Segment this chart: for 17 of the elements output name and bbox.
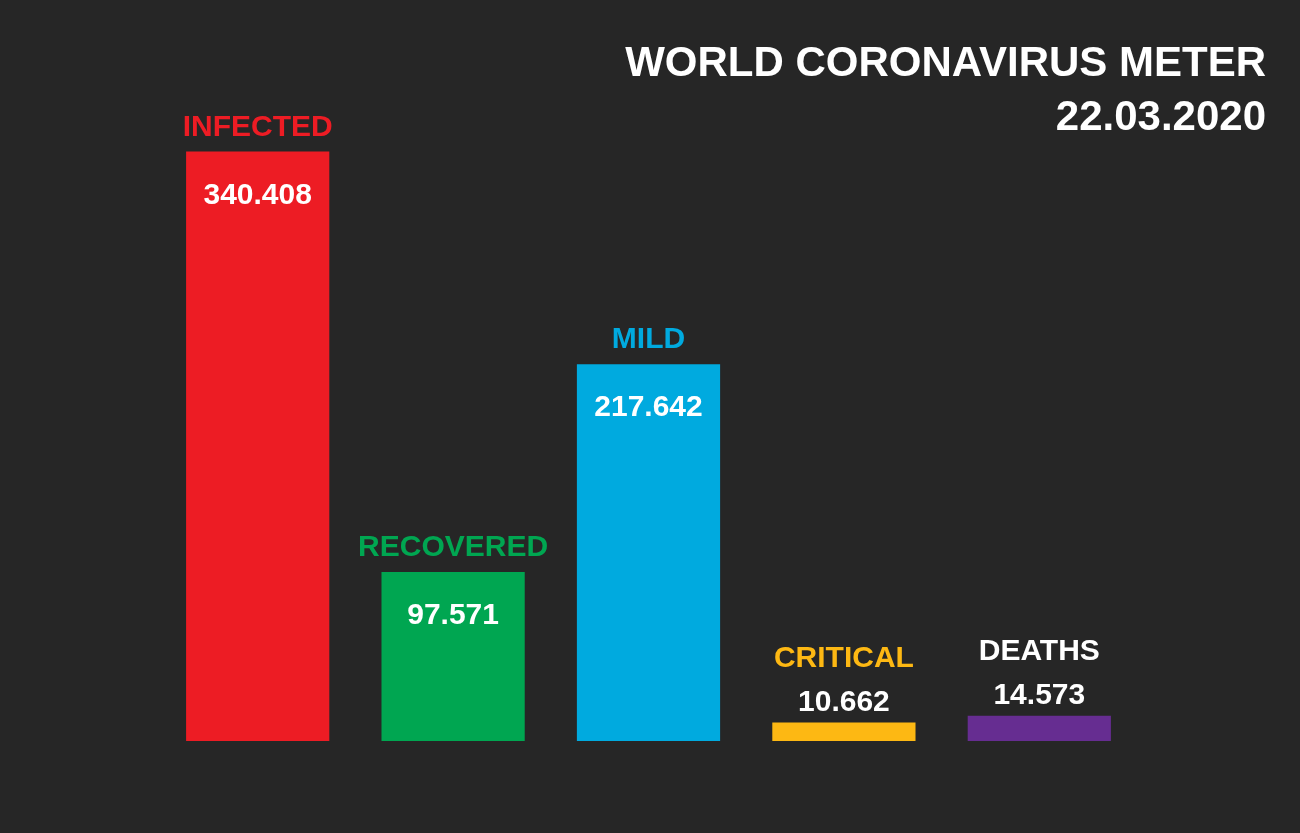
chart-title: WORLD CORONAVIRUS METER bbox=[625, 38, 1266, 85]
data-label: 97.571 bbox=[407, 597, 499, 631]
bar bbox=[967, 715, 1111, 741]
data-label: 14.573 bbox=[993, 676, 1086, 710]
bar bbox=[381, 572, 525, 741]
bar bbox=[186, 151, 330, 741]
x-tick-label: MILD bbox=[611, 321, 686, 355]
x-tick-label: INFECTED bbox=[182, 108, 333, 142]
bar bbox=[576, 364, 721, 741]
data-label: 10.662 bbox=[798, 683, 890, 717]
bar bbox=[772, 722, 916, 741]
x-tick-label: DEATHS bbox=[978, 632, 1100, 666]
data-label: 217.642 bbox=[594, 389, 703, 423]
chart-subtitle: 22.03.2020 bbox=[1055, 92, 1266, 139]
data-label: 340.408 bbox=[203, 176, 312, 210]
x-tick-label: RECOVERED bbox=[358, 529, 549, 563]
x-tick-label: CRITICAL bbox=[773, 639, 914, 673]
